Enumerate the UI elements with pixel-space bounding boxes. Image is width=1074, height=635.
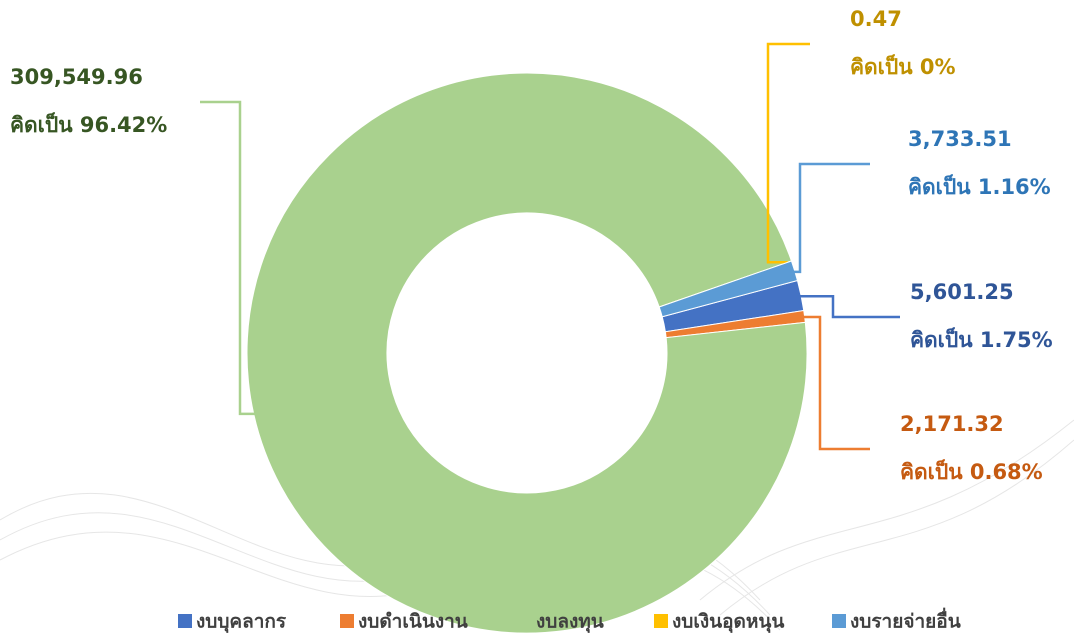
leader-line [790,162,870,274]
legend-swatch [518,614,532,628]
legend-label: งบรายจ่ายอื่น [850,608,961,633]
percent-label: คิดเป็น 96.42% [10,111,167,137]
legend-swatch [340,614,354,628]
percent-label: คิดเป็น 1.16% [908,173,1051,199]
legend-label: งบเงินอุดหนุน [672,611,784,634]
value-label: 5,601.25 [910,280,1014,304]
value-label: 2,171.32 [900,412,1004,436]
legend-swatch [178,614,192,628]
legend-label: งบบุคลากร [196,611,287,634]
percent-label: คิดเป็น 1.75% [910,326,1053,352]
legend-swatch [832,614,846,628]
donut-slice [658,260,799,318]
leader-line [200,100,258,416]
percent-label: คิดเป็น 0.68% [900,458,1043,484]
percent-label: คิดเป็น 0% [850,53,956,79]
donut-slice [246,72,808,634]
value-label: 0.47 [850,7,902,31]
legend-label: งบลงทุน [536,611,604,634]
legend-label: งบดำเนินงาน [358,611,468,633]
leader-line [800,315,870,451]
leader-line [766,42,810,264]
legend-swatch [654,614,668,628]
value-label: 3,733.51 [908,127,1012,151]
value-label: 309,549.96 [10,65,143,89]
leader-line [797,295,900,319]
